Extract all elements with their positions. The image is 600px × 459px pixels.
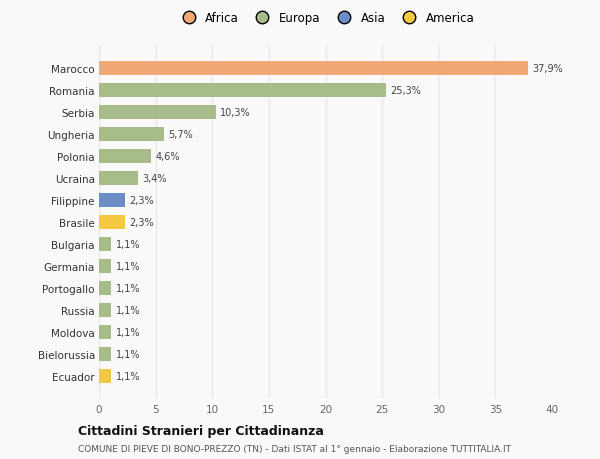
Text: COMUNE DI PIEVE DI BONO-PREZZO (TN) - Dati ISTAT al 1° gennaio - Elaborazione TU: COMUNE DI PIEVE DI BONO-PREZZO (TN) - Da…	[78, 444, 511, 453]
Bar	[99, 369, 112, 383]
Bar	[99, 215, 125, 230]
Bar	[99, 84, 386, 98]
Text: 1,1%: 1,1%	[116, 283, 140, 293]
Text: 2,3%: 2,3%	[130, 218, 154, 228]
Text: 1,1%: 1,1%	[116, 371, 140, 381]
Bar	[99, 325, 112, 339]
Bar	[99, 303, 112, 318]
Text: Cittadini Stranieri per Cittadinanza: Cittadini Stranieri per Cittadinanza	[78, 424, 324, 437]
Text: 1,1%: 1,1%	[116, 327, 140, 337]
Text: 5,7%: 5,7%	[168, 130, 193, 140]
Bar	[99, 237, 112, 252]
Text: 1,1%: 1,1%	[116, 305, 140, 315]
Bar	[99, 259, 112, 274]
Bar	[99, 128, 164, 142]
Text: 3,4%: 3,4%	[142, 174, 167, 184]
Bar	[99, 172, 137, 186]
Bar	[99, 347, 112, 361]
Bar	[99, 194, 125, 208]
Text: 25,3%: 25,3%	[390, 86, 421, 96]
Text: 4,6%: 4,6%	[155, 152, 180, 162]
Text: 1,1%: 1,1%	[116, 240, 140, 250]
Bar	[99, 150, 151, 164]
Bar	[99, 106, 215, 120]
Bar	[99, 62, 528, 76]
Text: 2,3%: 2,3%	[130, 196, 154, 206]
Bar	[99, 281, 112, 296]
Text: 10,3%: 10,3%	[220, 108, 251, 118]
Legend: Africa, Europa, Asia, America: Africa, Europa, Asia, America	[175, 9, 476, 27]
Text: 1,1%: 1,1%	[116, 349, 140, 359]
Text: 1,1%: 1,1%	[116, 262, 140, 271]
Text: 37,9%: 37,9%	[533, 64, 563, 74]
